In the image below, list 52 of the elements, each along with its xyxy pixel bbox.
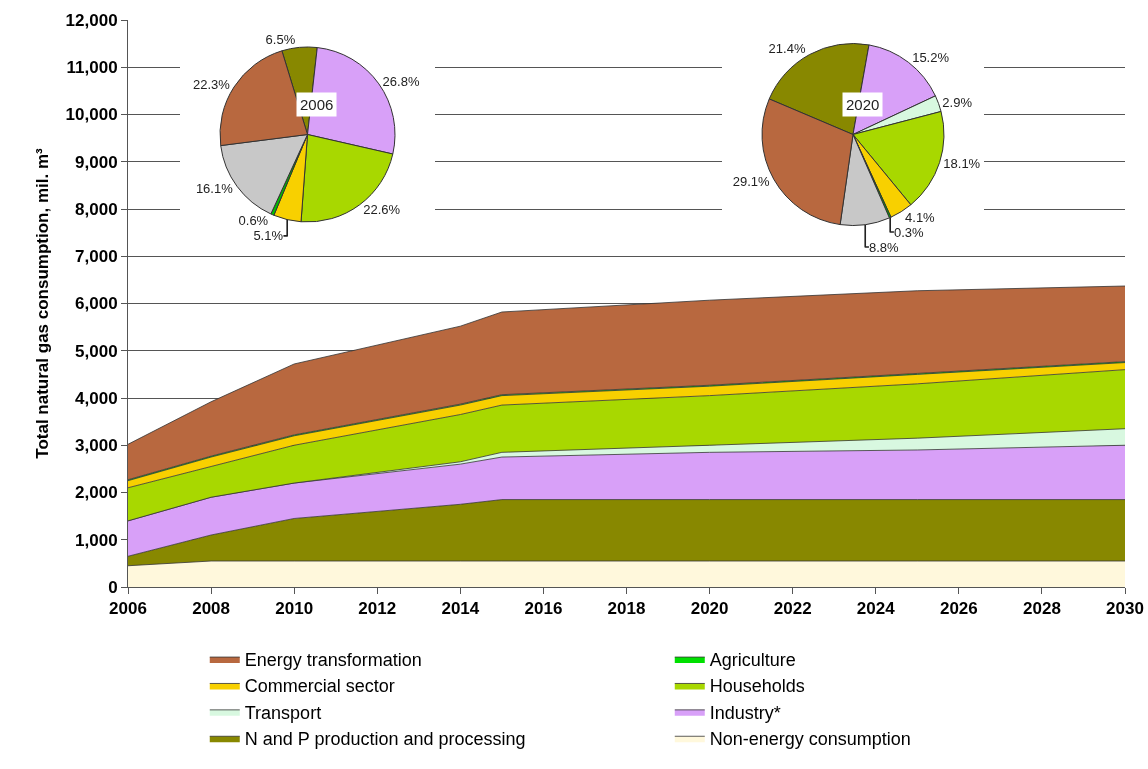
data-label: 15.2% bbox=[912, 50, 950, 66]
legend-label: Non-energy consumption bbox=[709, 729, 911, 750]
x-tick-label: 2030 bbox=[1106, 599, 1144, 619]
data-label: 29.1% bbox=[732, 173, 770, 189]
data-label: 22.3% bbox=[192, 77, 231, 93]
x-tick-label: 2016 bbox=[524, 599, 563, 619]
y-tick-label: 11,000 bbox=[66, 58, 118, 78]
y-tick-label: 8,000 bbox=[75, 199, 118, 219]
data-label: 8.8% bbox=[868, 239, 900, 255]
legend-label: Energy transformation bbox=[244, 650, 422, 671]
legend-label: Industry* bbox=[709, 702, 781, 723]
y-tick-label: 2,000 bbox=[75, 483, 118, 503]
legend-label: Commercial sector bbox=[244, 676, 395, 697]
legend-label: Agriculture bbox=[709, 650, 796, 671]
data-label: 0.6% bbox=[238, 213, 269, 229]
x-tick-label: 2022 bbox=[773, 599, 812, 619]
legend-label: Households bbox=[709, 676, 805, 697]
data-label: 5.1% bbox=[253, 228, 284, 244]
x-tick-label: 2026 bbox=[939, 599, 978, 619]
y-tick-label: 10,000 bbox=[65, 105, 118, 125]
data-label: 4.1% bbox=[905, 209, 936, 225]
y-tick-label: 12,000 bbox=[65, 10, 118, 30]
x-tick-label: 2010 bbox=[275, 599, 314, 619]
x-tick-label: 2014 bbox=[441, 599, 480, 619]
legend-label: N and P production and processing bbox=[244, 729, 526, 750]
data-label: 0.3% bbox=[893, 224, 924, 240]
data-label: 22.6% bbox=[363, 202, 401, 218]
y-tick-label: 0 bbox=[108, 577, 118, 597]
data-label: 16.1% bbox=[195, 181, 234, 197]
y-tick-label: 7,000 bbox=[75, 247, 118, 267]
x-tick-label: 2006 bbox=[109, 599, 147, 619]
legend-label: Transport bbox=[244, 702, 322, 723]
data-label: 6.5% bbox=[265, 32, 296, 48]
x-tick-label: 2018 bbox=[607, 599, 646, 619]
x-tick-label: 2020 bbox=[690, 599, 729, 619]
data-label: 18.1% bbox=[943, 155, 981, 171]
y-tick-label: 5,000 bbox=[75, 341, 118, 361]
x-tick-label: 2012 bbox=[358, 599, 397, 619]
text: 2006 bbox=[300, 96, 334, 113]
x-tick-label: 2008 bbox=[192, 599, 230, 619]
y-tick-label: 3,000 bbox=[75, 436, 118, 456]
x-tick-label: 2028 bbox=[1023, 599, 1061, 619]
data-label: 21.4% bbox=[768, 41, 806, 57]
y-tick-label: 1,000 bbox=[75, 530, 118, 550]
data-label: 26.8% bbox=[382, 73, 420, 89]
text: 2020 bbox=[846, 96, 880, 113]
y-tick-label: 4,000 bbox=[75, 388, 118, 408]
y-axis-title: Total natural gas consumption, mil. m³ bbox=[33, 147, 53, 459]
y-tick-label: 6,000 bbox=[75, 294, 118, 314]
y-tick-label: 9,000 bbox=[75, 152, 118, 172]
x-tick-label: 2024 bbox=[856, 599, 896, 619]
data-label: 2.9% bbox=[942, 95, 973, 111]
